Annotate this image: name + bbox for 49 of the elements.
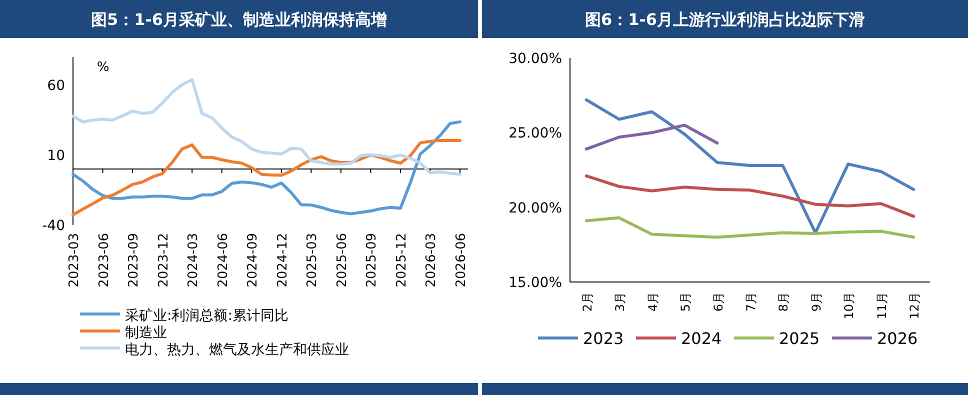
y-tick-label: 25.00% — [508, 126, 562, 142]
x-tick-label: 8月 — [776, 292, 791, 312]
x-tick-label: 2023-03 — [67, 233, 82, 288]
x-tick-label: 2024-12 — [275, 233, 290, 288]
x-tick-label: 2025-06 — [334, 233, 350, 288]
x-tick-label: 9月 — [809, 292, 824, 312]
x-tick-label: 11月 — [874, 292, 889, 320]
x-tick-label: 7月 — [744, 292, 758, 312]
x-tick-label: 10月 — [842, 292, 856, 320]
line-series — [584, 124, 719, 151]
x-tick-label: 4月 — [646, 292, 660, 312]
line-series — [72, 138, 462, 216]
legend-label: 电力、热力、燃气及水生产和供应业 — [125, 342, 349, 358]
x-tick-label: 2023-06 — [96, 233, 112, 288]
x-tick-label: 5月 — [678, 292, 693, 312]
x-tick-label: 2023-09 — [126, 233, 142, 288]
x-tick-label: 3月 — [613, 292, 628, 312]
x-tick-label: 2月 — [580, 292, 594, 312]
legend-label: 2026 — [877, 329, 918, 348]
legend-label: 采矿业:利润总额:累计同比 — [125, 308, 288, 324]
y-tick-label: -40 — [42, 218, 65, 234]
y-axis-title: % — [96, 60, 110, 75]
x-tick-label: 2024-06 — [216, 233, 231, 288]
line-series — [584, 174, 916, 218]
line-series — [584, 216, 916, 239]
x-tick-label: 2025-12 — [394, 233, 410, 288]
line-series — [72, 78, 462, 176]
legend-label: 2023 — [583, 329, 624, 348]
y-tick-label: 15.00% — [508, 275, 562, 291]
x-tick-label: 12月 — [908, 292, 922, 320]
x-tick-label: 2024-03 — [186, 233, 202, 288]
x-tick-label: 2026-06 — [454, 233, 469, 288]
x-tick-label: 2026-03 — [424, 233, 440, 288]
x-tick-label: 6月 — [711, 292, 726, 312]
legend-label: 制造业 — [125, 325, 167, 341]
y-tick-label: 10 — [47, 148, 65, 164]
chart-title: 图5：1-6月采矿业、制造业利润保持高增 — [90, 10, 388, 29]
legend-label: 2024 — [681, 329, 722, 348]
x-tick-label: 2025-03 — [305, 233, 320, 288]
y-tick-label: 20.00% — [508, 200, 562, 216]
line-series — [72, 120, 462, 216]
y-tick-label: 60 — [47, 78, 65, 94]
line-series — [584, 98, 916, 234]
x-tick-label: 2025-09 — [364, 233, 380, 288]
x-tick-label: 2024-09 — [246, 233, 261, 288]
x-tick-label: 2023-12 — [156, 233, 172, 288]
legend-label: 2025 — [779, 329, 820, 348]
y-tick-label: 30.00% — [508, 51, 562, 67]
chart-title: 图6：1-6月上游行业利润占比边际下滑 — [584, 10, 866, 29]
